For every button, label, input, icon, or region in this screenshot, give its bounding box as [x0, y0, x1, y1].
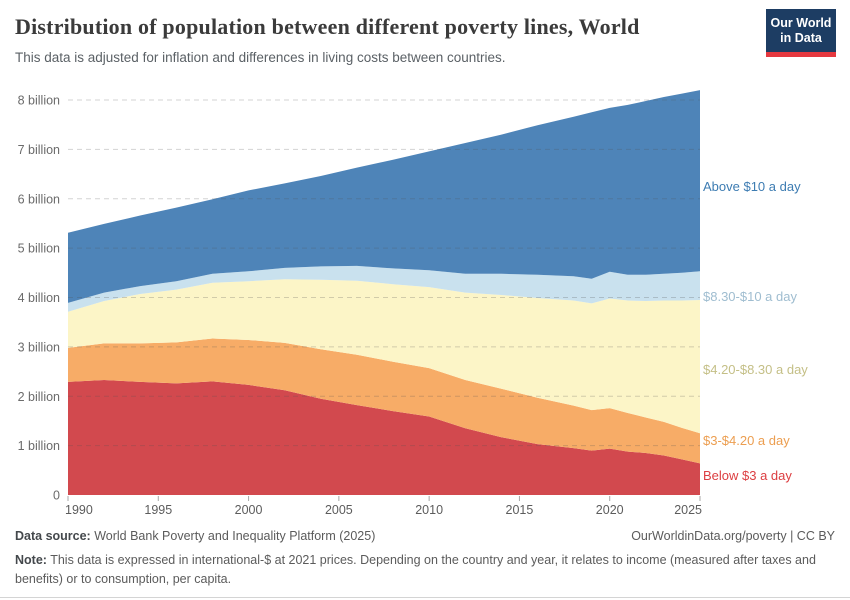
y-axis-label: 1 billion	[18, 439, 60, 453]
y-axis-label: 3 billion	[18, 340, 60, 354]
area-below-3[interactable]	[68, 380, 700, 495]
series-label-above-10: Above $10 a day	[703, 179, 801, 194]
x-axis-label: 2000	[235, 503, 263, 517]
bottom-divider	[0, 597, 850, 598]
x-axis-label: 2020	[596, 503, 624, 517]
area-above-10[interactable]	[68, 90, 700, 303]
owid-logo-line2: in Data	[780, 31, 822, 45]
chart-subtitle: This data is adjusted for inflation and …	[15, 50, 506, 65]
chart-footer: Data source: World Bank Poverty and Ineq…	[15, 529, 835, 589]
area-3-to-4-20[interactable]	[68, 338, 700, 464]
note-text: This data is expressed in international-…	[15, 553, 816, 586]
chart-title: Distribution of population between diffe…	[15, 14, 640, 39]
x-axis-label: 2010	[415, 503, 443, 517]
owid-logo-line1: Our World	[770, 16, 832, 30]
x-axis-label: 2025	[674, 503, 702, 517]
y-axis-label: 2 billion	[18, 390, 60, 404]
y-axis-label: 4 billion	[18, 291, 60, 305]
data-source-label: Data source:	[15, 529, 91, 543]
y-axis-label: 0	[53, 489, 60, 503]
x-axis-label: 1995	[144, 503, 172, 517]
area-4-20-to-8-30[interactable]	[68, 279, 700, 434]
chart-note: Note: This data is expressed in internat…	[15, 551, 835, 589]
x-axis-label: 2005	[325, 503, 353, 517]
y-axis-label: 6 billion	[18, 192, 60, 206]
x-axis-label: 1990	[65, 503, 93, 517]
data-source-text: World Bank Poverty and Inequality Platfo…	[90, 529, 376, 543]
data-source: Data source: World Bank Poverty and Ineq…	[15, 529, 375, 543]
y-axis-label: 8 billion	[18, 94, 60, 108]
owid-logo[interactable]: Our World in Data	[766, 9, 836, 57]
series-label-8-30-to-10: $8.30-$10 a day	[703, 289, 797, 304]
note-label: Note:	[15, 553, 47, 567]
series-label-3-to-4-20: $3-$4.20 a day	[703, 433, 790, 448]
series-label-4-20-to-8-30: $4.20-$8.30 a day	[703, 362, 808, 377]
y-axis-label: 7 billion	[18, 143, 60, 157]
series-label-below-3: Below $3 a day	[703, 468, 792, 483]
area-8-30-to-10[interactable]	[68, 265, 700, 312]
y-axis-label: 5 billion	[18, 242, 60, 256]
x-axis-label: 2015	[506, 503, 534, 517]
license-link[interactable]: OurWorldinData.org/poverty | CC BY	[631, 529, 835, 543]
